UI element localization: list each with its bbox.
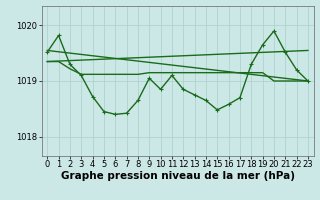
X-axis label: Graphe pression niveau de la mer (hPa): Graphe pression niveau de la mer (hPa) [60, 171, 295, 181]
